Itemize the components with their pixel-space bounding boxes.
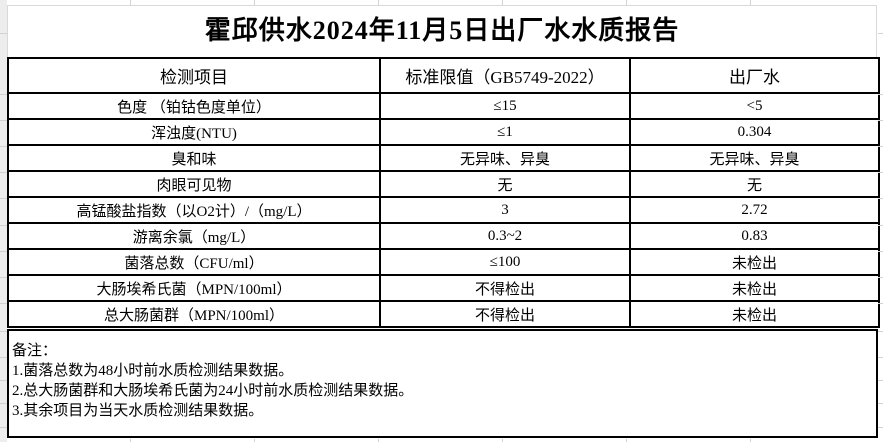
value-cell: 0.304	[629, 118, 880, 146]
item-cell: 高锰酸盐指数（以O2计）/（mg/L）	[7, 196, 381, 224]
gridline-tick	[878, 427, 883, 428]
table-row: 肉眼可见物 无 无	[7, 170, 880, 198]
value-cell: 未检出	[629, 300, 880, 328]
gridline-tick	[0, 33, 7, 34]
gridline-tick	[750, 0, 751, 5]
table-header-row: 检测项目 标准限值（GB5749-2022） 出厂水	[7, 57, 880, 94]
gridline-tick	[878, 380, 883, 381]
gridline-tick	[378, 0, 379, 5]
table-row: 浑浊度(NTU) ≤1 0.304	[7, 118, 880, 146]
gridline-tick	[878, 251, 883, 252]
gridline-tick	[130, 439, 131, 442]
notes-box: 备注： 1.菌落总数为48小时前水质检测结果数据。 2.总大肠菌群和大肠埃希氏菌…	[7, 329, 878, 438]
column-header-item: 检测项目	[7, 57, 381, 94]
notes-label: 备注：	[12, 343, 58, 359]
gridline-tick	[254, 0, 255, 5]
value-cell: 未检出	[629, 274, 880, 302]
column-header-value: 出厂水	[629, 57, 880, 94]
table-row: 高锰酸盐指数（以O2计）/（mg/L） 3 2.72	[7, 196, 880, 224]
item-cell: 菌落总数（CFU/ml）	[7, 248, 381, 276]
gridline-tick	[130, 0, 131, 5]
limit-cell: 无异味、异臭	[379, 144, 631, 172]
table-row: 总大肠菌群（MPN/100ml） 不得检出 未检出	[7, 300, 880, 328]
gridline-tick	[0, 225, 7, 226]
gridline-tick	[878, 277, 883, 278]
gridline-tick	[0, 303, 7, 304]
limit-cell: ≤1	[379, 118, 631, 146]
gridline-tick	[0, 277, 7, 278]
gridline-tick	[626, 0, 627, 5]
item-cell: 臭和味	[7, 144, 381, 172]
gridline-tick	[0, 403, 7, 404]
gridline-tick	[878, 120, 883, 121]
limit-cell: 无	[379, 170, 631, 198]
gridline-tick	[0, 198, 7, 199]
value-cell: 无	[629, 170, 880, 198]
table-row: 大肠埃希氏菌（MPN/100ml） 不得检出 未检出	[7, 274, 880, 302]
gridline-tick	[626, 439, 627, 442]
gridline-tick	[502, 0, 503, 5]
gridline-tick	[0, 146, 7, 147]
gridline-tick	[878, 303, 883, 304]
limit-cell: 3	[379, 196, 631, 224]
gridline-tick	[878, 146, 883, 147]
table-row: 臭和味 无异味、异臭 无异味、异臭	[7, 144, 880, 172]
gridline-tick	[878, 357, 883, 358]
note-line: 1.菌落总数为48小时前水质检测结果数据。	[12, 363, 294, 379]
value-cell: 无异味、异臭	[629, 144, 880, 172]
note-line: 3.其余项目为当天水质检测结果数据。	[12, 403, 264, 419]
gridline-tick	[254, 439, 255, 442]
gridline-tick	[878, 331, 883, 332]
gridline-tick	[0, 380, 7, 381]
value-cell: 2.72	[629, 196, 880, 224]
table-row: 菌落总数（CFU/ml） ≤100 未检出	[7, 248, 880, 276]
gridline-tick	[0, 120, 7, 121]
limit-cell: 0.3~2	[379, 222, 631, 250]
gridline-tick	[878, 172, 883, 173]
note-line: 2.总大肠菌群和大肠埃希氏菌为24小时前水质检测结果数据。	[12, 383, 414, 399]
limit-cell: ≤15	[379, 92, 631, 120]
item-cell: 浑浊度(NTU)	[7, 118, 381, 146]
limit-cell: 不得检出	[379, 274, 631, 302]
gridline-tick	[0, 357, 7, 358]
column-header-limit: 标准限值（GB5749-2022）	[379, 57, 631, 94]
value-cell: <5	[629, 92, 880, 120]
gridline-tick	[0, 251, 7, 252]
water-quality-table: 检测项目 标准限值（GB5749-2022） 出厂水 色度 （铂钴色度单位） ≤…	[7, 57, 880, 328]
gridline-tick	[878, 198, 883, 199]
limit-cell: 不得检出	[379, 300, 631, 328]
gridline-tick	[378, 439, 379, 442]
gridline-tick	[0, 172, 7, 173]
item-cell: 肉眼可见物	[7, 170, 381, 198]
value-cell: 0.83	[629, 222, 880, 250]
item-cell: 总大肠菌群（MPN/100ml）	[7, 300, 381, 328]
gridline-tick	[0, 94, 7, 95]
report-title-cell: 霍邱供水2024年11月5日出厂水水质报告	[7, 5, 877, 57]
page-title: 霍邱供水2024年11月5日出厂水水质报告	[204, 16, 680, 45]
gridline-tick	[0, 427, 7, 428]
limit-cell: ≤100	[379, 248, 631, 276]
sheet-margin-left	[0, 0, 7, 442]
gridline-tick	[878, 33, 883, 34]
gridline-tick	[878, 225, 883, 226]
value-cell: 未检出	[629, 248, 880, 276]
gridline-tick	[502, 439, 503, 442]
gridline-tick	[878, 94, 883, 95]
gridline-tick	[750, 439, 751, 442]
item-cell: 游离余氯（mg/L）	[7, 222, 381, 250]
gridline-tick	[878, 403, 883, 404]
item-cell: 大肠埃希氏菌（MPN/100ml）	[7, 274, 381, 302]
table-row: 游离余氯（mg/L） 0.3~2 0.83	[7, 222, 880, 250]
gridline-tick	[0, 331, 7, 332]
table-row: 色度 （铂钴色度单位） ≤15 <5	[7, 92, 880, 120]
item-cell: 色度 （铂钴色度单位）	[7, 92, 381, 120]
